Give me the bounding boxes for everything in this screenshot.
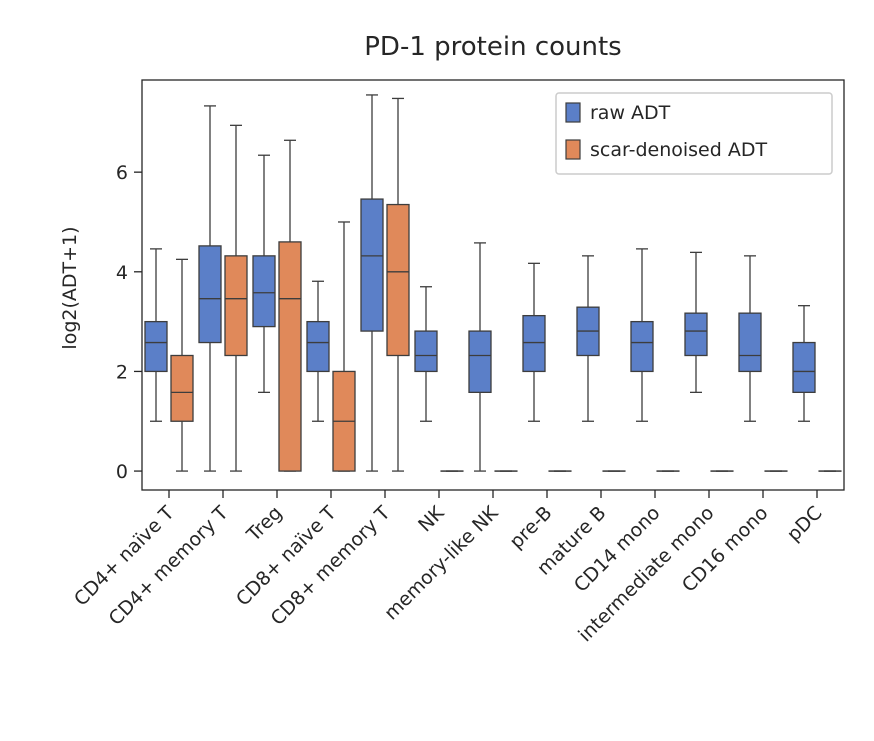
- box-raw: [631, 249, 653, 421]
- iqr-box: [739, 313, 761, 371]
- box-raw: [415, 287, 437, 422]
- legend-label: raw ADT: [590, 102, 671, 124]
- box-denoised: [279, 140, 301, 471]
- box-raw: [253, 155, 275, 392]
- iqr-box: [225, 256, 247, 356]
- legend-label: scar-denoised ADT: [590, 139, 767, 161]
- box-raw: [199, 106, 221, 471]
- y-tick-label: 4: [116, 262, 128, 284]
- y-tick-label: 0: [116, 461, 128, 483]
- y-tick-label: 2: [116, 361, 128, 383]
- legend-swatch: [566, 140, 580, 159]
- iqr-box: [631, 322, 653, 372]
- box-raw: [361, 95, 383, 471]
- iqr-box: [145, 322, 167, 372]
- iqr-box: [171, 355, 193, 421]
- x-tick-label: NK: [414, 502, 449, 537]
- iqr-box: [793, 343, 815, 393]
- iqr-box: [415, 331, 437, 371]
- box-raw: [577, 256, 599, 421]
- box-raw: [739, 256, 761, 421]
- iqr-box: [387, 205, 409, 356]
- iqr-box: [361, 199, 383, 331]
- x-tick-label: pDC: [783, 502, 827, 546]
- iqr-box: [199, 246, 221, 343]
- y-axis-label: log2(ADT+1): [59, 226, 81, 349]
- iqr-box: [523, 316, 545, 372]
- box-raw: [793, 306, 815, 422]
- x-tick-label: pre-B: [505, 502, 556, 553]
- box-raw: [145, 249, 167, 421]
- x-tick-label: Treg: [242, 502, 287, 547]
- box-raw: [685, 252, 707, 392]
- legend: raw ADT scar-denoised ADT: [556, 93, 832, 174]
- iqr-box: [469, 331, 491, 392]
- legend-swatch: [566, 103, 580, 122]
- box-denoised: [225, 125, 247, 471]
- box-denoised: [387, 98, 409, 471]
- chart-title: PD-1 protein counts: [364, 32, 621, 62]
- iqr-box: [685, 313, 707, 355]
- y-tick-label: 6: [116, 162, 128, 184]
- iqr-box: [307, 322, 329, 372]
- box-raw: [307, 281, 329, 421]
- y-axis: 0 2 4 6: [116, 162, 142, 483]
- box-denoised: [333, 222, 355, 471]
- box-raw: [523, 263, 545, 421]
- box-denoised: [171, 259, 193, 471]
- iqr-box: [253, 256, 275, 327]
- box-raw: [469, 243, 491, 471]
- iqr-box: [279, 242, 301, 471]
